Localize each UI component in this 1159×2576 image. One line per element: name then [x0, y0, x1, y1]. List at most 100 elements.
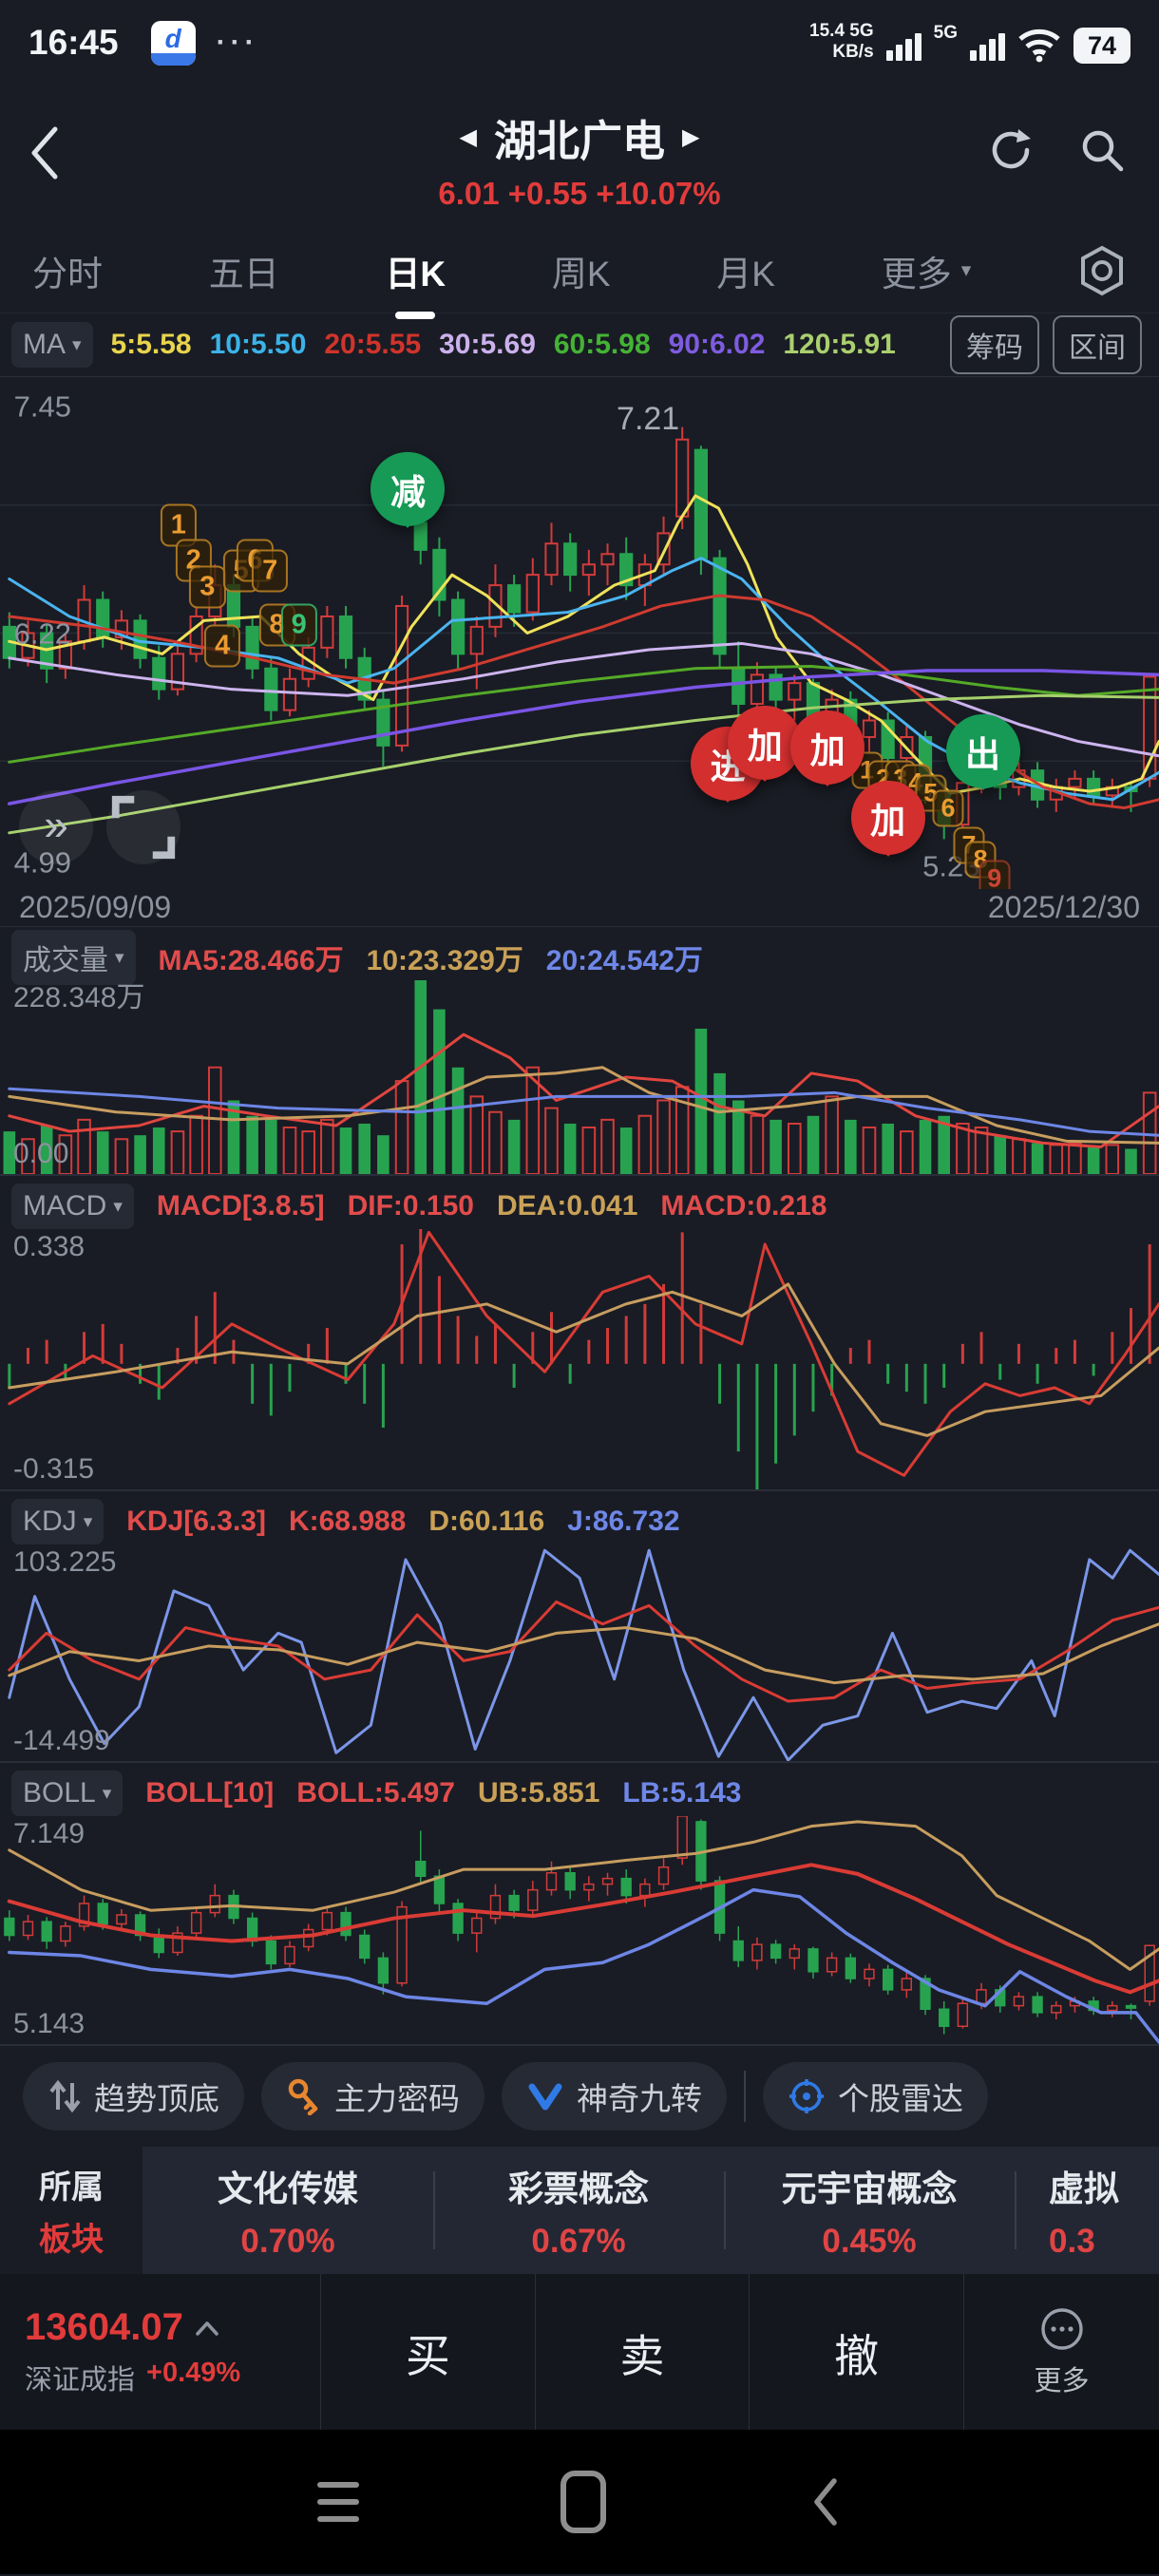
divider	[744, 2071, 746, 2122]
period-tabs: 分时 五日 日K 周K 月K 更多 ▾	[0, 228, 1159, 319]
chevron-down-icon: ▾	[83, 1511, 93, 1532]
chart-settings-icon[interactable]	[1077, 231, 1127, 311]
range-select-button[interactable]: 区间	[1053, 315, 1142, 374]
chart-label-4.99: 4.99	[13, 845, 71, 880]
notification-dots-icon: ···	[216, 27, 259, 58]
stock-header: ◀ 湖北广电 ▶ 6.01 +0.55 +10.07%	[0, 85, 1159, 228]
search-icon[interactable]	[1075, 123, 1129, 177]
chip-distribution-button[interactable]: 筹码	[950, 315, 1039, 374]
ma-legend-row: MA ▾ 5:5.58 10:5.50 20:5.55 30:5.69 60:5.…	[0, 313, 1159, 376]
boll-chart[interactable]: 7.149 5.143	[0, 1816, 1159, 2044]
ma90-value: 90:6.02	[668, 329, 766, 360]
vol-ma10-value: 10:23.329万	[366, 945, 523, 976]
boll-min-label: 5.143	[13, 2008, 86, 2039]
main-force-code-button[interactable]: 主力密码	[261, 2062, 484, 2131]
vol-min-label: 0.00	[13, 1138, 69, 1169]
sell-button[interactable]: 卖	[534, 2274, 750, 2430]
fullscreen-icon[interactable]	[106, 790, 180, 864]
kdj-min-label: -14.499	[13, 1725, 110, 1756]
chevron-down-icon: ▾	[72, 334, 82, 355]
kdj-d-value: D:60.116	[428, 1506, 545, 1537]
back-button[interactable]	[25, 122, 63, 184]
badge-marker-3: 3	[189, 565, 226, 609]
nav-back-button[interactable]	[808, 2472, 842, 2532]
index-quote[interactable]: 13604.07 深证成指 +0.49%	[0, 2274, 320, 2430]
analysis-tools-row: 趋势顶底 主力密码 神奇九转 个股雷达	[0, 2046, 1159, 2147]
kdj-k-value: K:68.988	[288, 1506, 407, 1537]
main-candlestick-chart[interactable]: » 7.456.224.997.215.23减进加加加出123456789123…	[0, 376, 1159, 889]
macd-min-label: -0.315	[13, 1453, 95, 1485]
volume-chart[interactable]: 228.348万 0.00	[0, 980, 1159, 1174]
signal-bars-icon-1	[885, 33, 922, 65]
boll-params: BOLL[10]	[145, 1777, 275, 1809]
network-speed: 15.4 5G KB/s	[809, 21, 874, 62]
boll-mid-value: BOLL:5.497	[296, 1777, 455, 1809]
badge-marker-6: 6	[932, 789, 964, 827]
ma-selector[interactable]: MA ▾	[11, 322, 93, 368]
tab-more[interactable]: 更多 ▾	[881, 254, 972, 294]
kdj-indicator-selector[interactable]: KDJ ▾	[11, 1499, 104, 1544]
buy-button[interactable]: 买	[320, 2274, 535, 2430]
sector-card-xuni[interactable]: 虚拟 0.3	[1015, 2147, 1159, 2274]
balloon-marker-加: 加	[790, 710, 865, 785]
kdj-max-label: 103.225	[13, 1546, 117, 1578]
macd-value: MACD:0.218	[660, 1190, 827, 1222]
vol-ma5-value: MA5:28.466万	[158, 945, 344, 976]
vol-max-label: 228.348万	[13, 982, 145, 1013]
sector-card-yuanyuzhou[interactable]: 元宇宙概念 0.45%	[724, 2147, 1015, 2274]
tab-weekly-k[interactable]: 周K	[551, 254, 611, 294]
kdj-section: KDJ ▾ KDJ[6.3.3] K:68.988 D:60.116 J:86.7…	[0, 1491, 1159, 1763]
boll-lb-value: LB:5.143	[622, 1777, 742, 1809]
ma5-value: 5:5.58	[110, 329, 192, 360]
volume-section: 成交量 ▾ MA5:28.466万 10:23.329万 20:24.542万 2…	[0, 927, 1159, 1176]
index-name: 深证成指	[25, 2365, 136, 2396]
tab-daily-k[interactable]: 日K	[385, 232, 446, 319]
boll-max-label: 7.149	[13, 1818, 86, 1849]
wifi-icon	[1017, 27, 1061, 65]
ma20-value: 20:5.55	[324, 329, 422, 360]
recents-button[interactable]	[317, 2482, 359, 2522]
chevron-down-icon: ▾	[960, 259, 972, 281]
expand-right-button[interactable]: »	[19, 790, 93, 864]
sim2-5g-label: 5G	[933, 23, 958, 43]
macd-indicator-selector[interactable]: MACD ▾	[11, 1184, 134, 1229]
sector-card-wenhua[interactable]: 文化传媒 0.70%	[218, 2169, 358, 2260]
kdj-params: KDJ[6.3.3]	[126, 1506, 266, 1537]
boll-ub-value: UB:5.851	[477, 1777, 600, 1809]
macd-dea-value: DEA:0.041	[496, 1190, 638, 1222]
date-axis: 2025/09/09 2025/12/30	[0, 889, 1159, 927]
ma120-value: 120:5.91	[783, 329, 896, 360]
badge-marker-4: 4	[204, 624, 241, 668]
ma60-value: 60:5.98	[553, 329, 651, 360]
badge-marker-9: 9	[280, 603, 317, 647]
stock-title: 湖北广电	[493, 117, 665, 165]
stock-radar-button[interactable]: 个股雷达	[763, 2062, 988, 2131]
boll-indicator-selector[interactable]: BOLL ▾	[11, 1771, 124, 1816]
balloon-marker-加: 加	[850, 781, 925, 856]
nine-turn-v-icon	[528, 2083, 562, 2111]
up-down-arrows-icon	[49, 2079, 81, 2113]
start-date: 2025/09/09	[19, 890, 172, 924]
caret-up-icon	[196, 2320, 218, 2336]
magic-nine-turn-button[interactable]: 神奇九转	[502, 2062, 727, 2131]
prev-stock-icon[interactable]: ◀	[459, 124, 477, 150]
signal-bars-icon-2	[970, 33, 1005, 65]
next-stock-icon[interactable]: ▶	[682, 124, 700, 150]
radar-icon	[789, 2079, 824, 2113]
tab-monthly-k[interactable]: 月K	[716, 254, 775, 294]
macd-chart[interactable]: 0.338 -0.315	[0, 1229, 1159, 1489]
sector-card-caipiao[interactable]: 彩票概念 0.67%	[433, 2147, 724, 2274]
clock: 16:45	[28, 23, 119, 62]
refresh-icon[interactable]	[984, 123, 1037, 177]
tab-wuri[interactable]: 五日	[208, 254, 279, 294]
tab-fenshi[interactable]: 分时	[32, 254, 103, 294]
ma30-value: 30:5.69	[439, 329, 536, 360]
home-button[interactable]	[560, 2471, 606, 2533]
more-button[interactable]: 更多	[963, 2274, 1159, 2430]
kdj-chart[interactable]: 103.225 -14.499	[0, 1544, 1159, 1761]
stock-price-quote: 6.01 +0.55 +10.07%	[438, 176, 721, 211]
trend-topbottom-button[interactable]: 趋势顶底	[23, 2062, 244, 2131]
macd-params: MACD[3.8.5]	[156, 1190, 325, 1222]
volume-indicator-selector[interactable]: 成交量 ▾	[11, 930, 136, 985]
cancel-order-button[interactable]: 撤	[749, 2274, 963, 2430]
